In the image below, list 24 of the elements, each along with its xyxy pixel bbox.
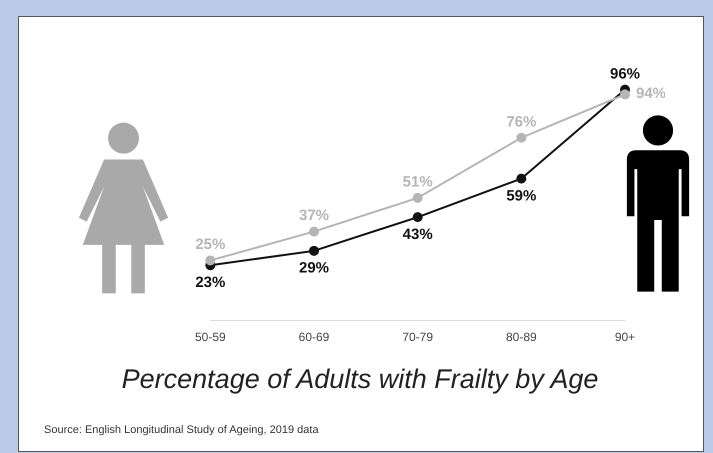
data-label: 76% [506, 113, 536, 130]
point [516, 174, 526, 184]
data-label: 29% [298, 259, 330, 276]
x-tick-label: 80-89 [506, 330, 537, 344]
text: Percentage of Adults with Frailty by Age [120, 364, 600, 395]
data-label: 23% [195, 274, 226, 291]
point [620, 89, 630, 100]
x-tick-label: 90+ [614, 330, 636, 344]
data-label: 25% [195, 236, 226, 254]
data-label: 43% [402, 226, 433, 243]
x-tick-label: 70-79 [402, 330, 434, 344]
data-label: 37% [298, 207, 330, 224]
x-tick-label: 60-69 [298, 330, 330, 344]
point [412, 212, 423, 222]
data-label: 96% [610, 65, 640, 82]
point [516, 132, 526, 143]
point [205, 255, 216, 266]
source-note: Source: English Longitudinal Study of Ageing, 2019 data [44, 424, 319, 436]
point [309, 246, 320, 256]
data-label: 59% [506, 187, 536, 204]
data-label: 51% [402, 174, 433, 191]
x-tick-label: 50-59 [194, 330, 226, 344]
point [309, 226, 320, 237]
point [412, 192, 423, 203]
